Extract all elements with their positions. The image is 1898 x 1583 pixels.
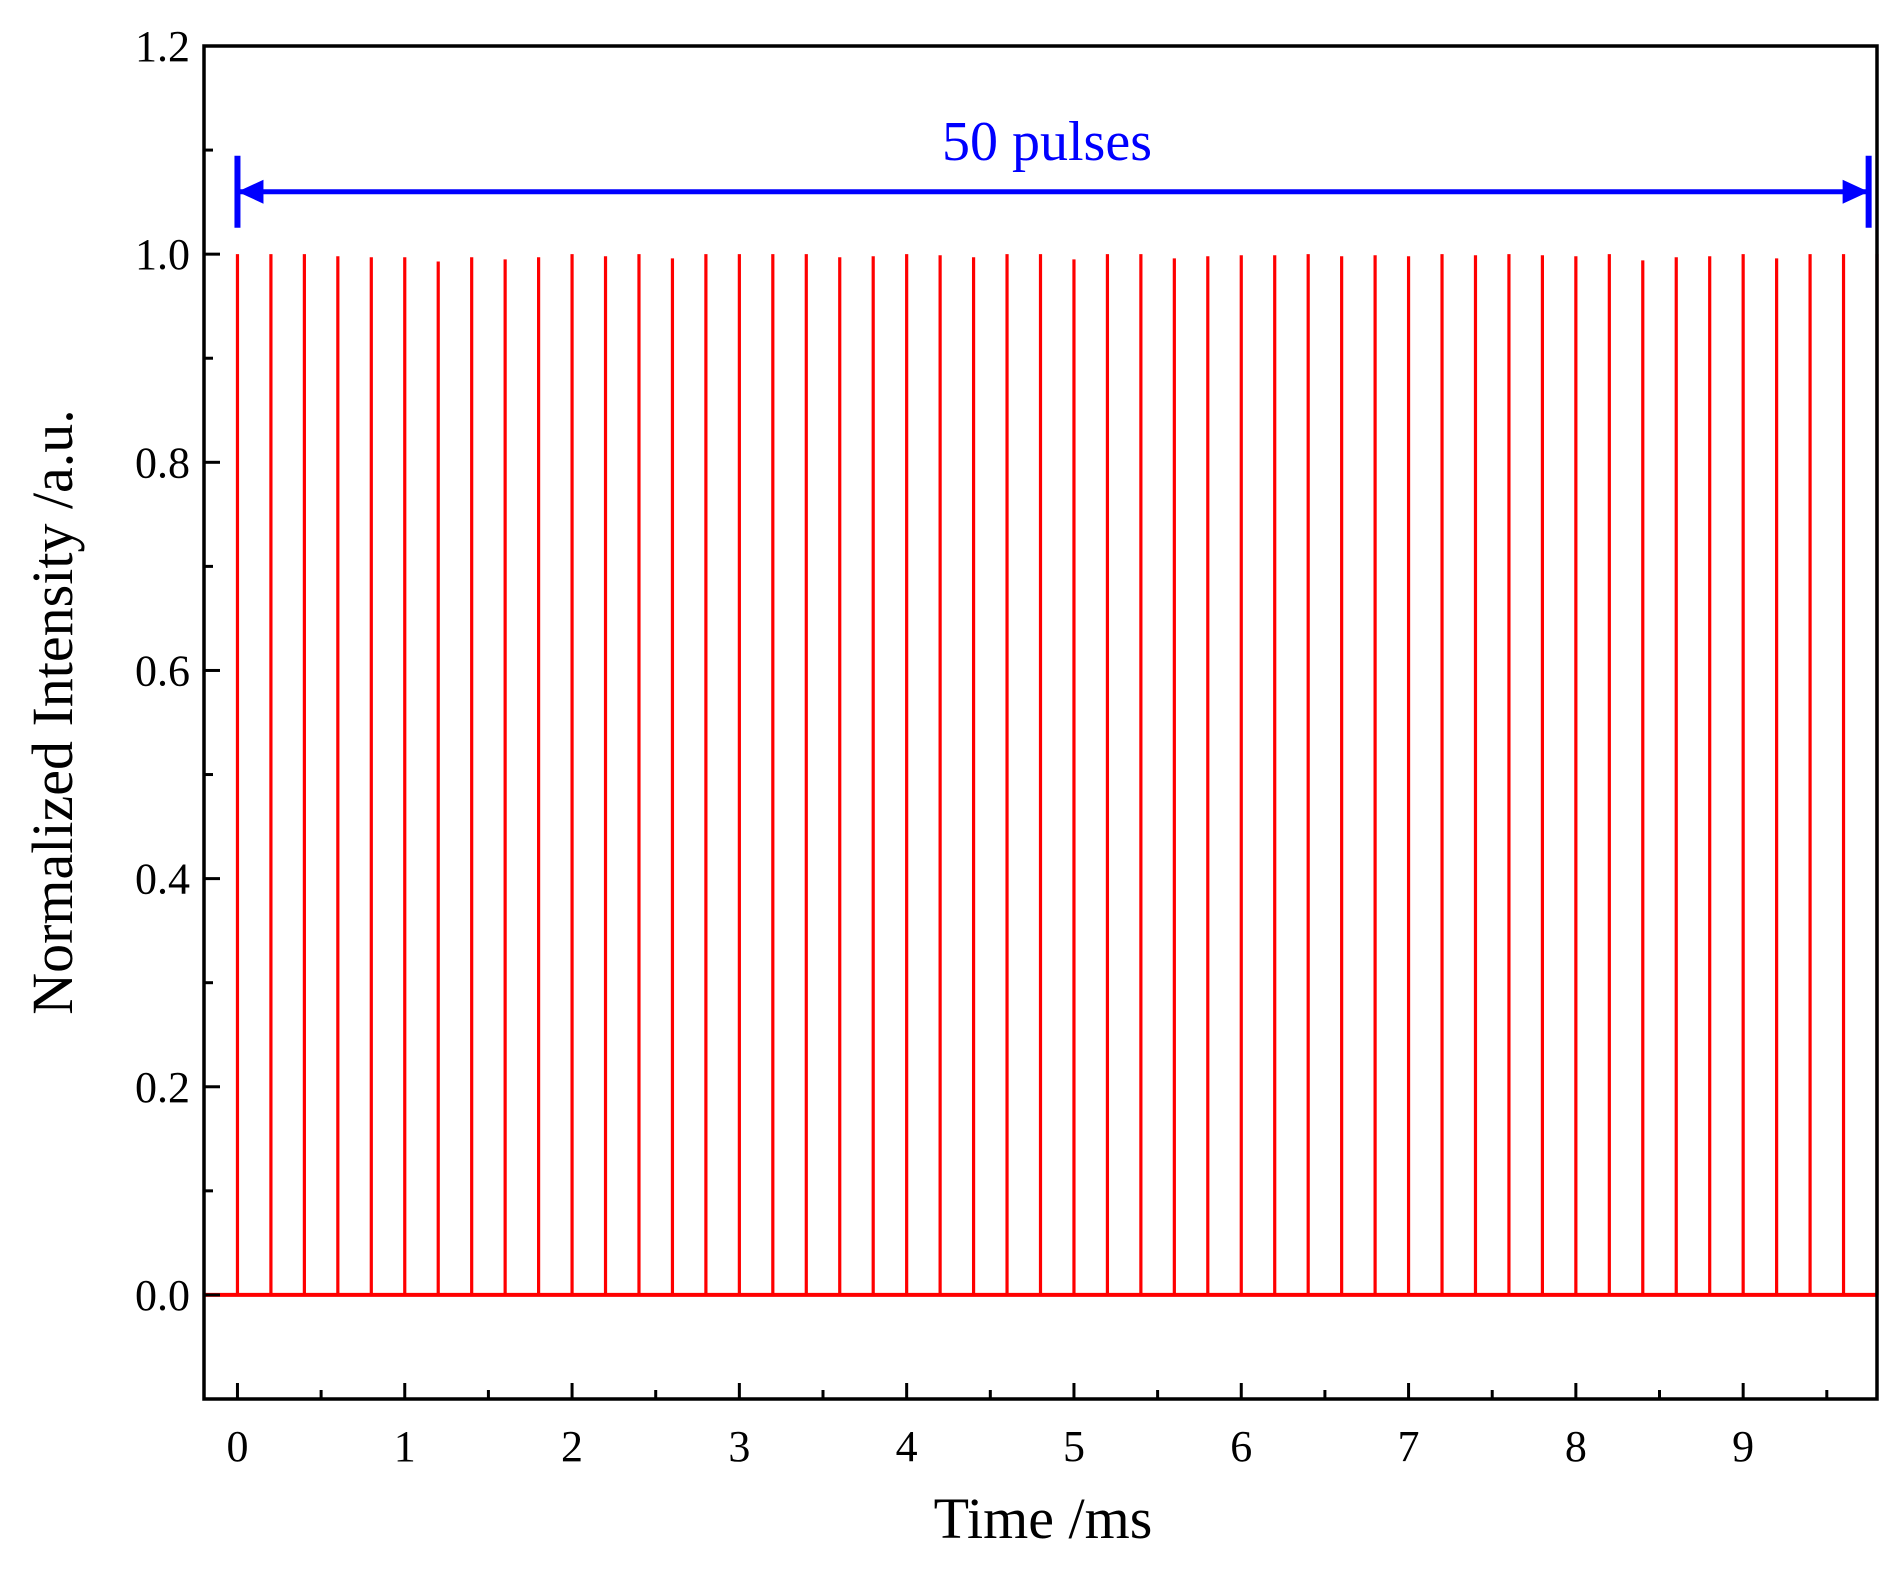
x-tick-label: 2: [561, 1422, 583, 1471]
annotation-arrow-right-head: [1842, 179, 1869, 204]
x-tick-label: 0: [226, 1422, 248, 1471]
pulse-count-annotation: 50 pulses: [942, 111, 1152, 173]
series-layer: [204, 254, 1879, 1297]
x-axis-title: Time /ms: [934, 1486, 1153, 1551]
x-tick-label: 9: [1732, 1422, 1754, 1471]
y-tick-label: 0.8: [135, 438, 190, 487]
x-tick-label: 8: [1565, 1422, 1587, 1471]
y-tick-label: 1.2: [135, 22, 190, 71]
y-tick-label: 0.4: [135, 855, 190, 904]
annotation-layer: [234, 155, 1872, 228]
annotation-arrow-left-head: [237, 179, 264, 204]
labels-layer: Time /ms Normalized Intensity /a.u. 50 p…: [20, 22, 1754, 1551]
y-axis-title: Normalized Intensity /a.u.: [20, 409, 85, 1015]
x-tick-label: 6: [1230, 1422, 1252, 1471]
y-tick-label: 0.6: [135, 646, 190, 695]
y-tick-label: 1.0: [135, 230, 190, 279]
x-tick-label: 5: [1063, 1422, 1085, 1471]
x-tick-label: 1: [394, 1422, 416, 1471]
x-tick-label: 4: [896, 1422, 918, 1471]
x-tick-label: 7: [1398, 1422, 1420, 1471]
y-tick-label: 0.2: [135, 1063, 190, 1112]
x-tick-label: 3: [728, 1422, 750, 1471]
plot-frame: [202, 44, 1879, 1401]
y-tick-label: 0.0: [135, 1271, 190, 1320]
axes-layer: [202, 44, 1879, 1401]
